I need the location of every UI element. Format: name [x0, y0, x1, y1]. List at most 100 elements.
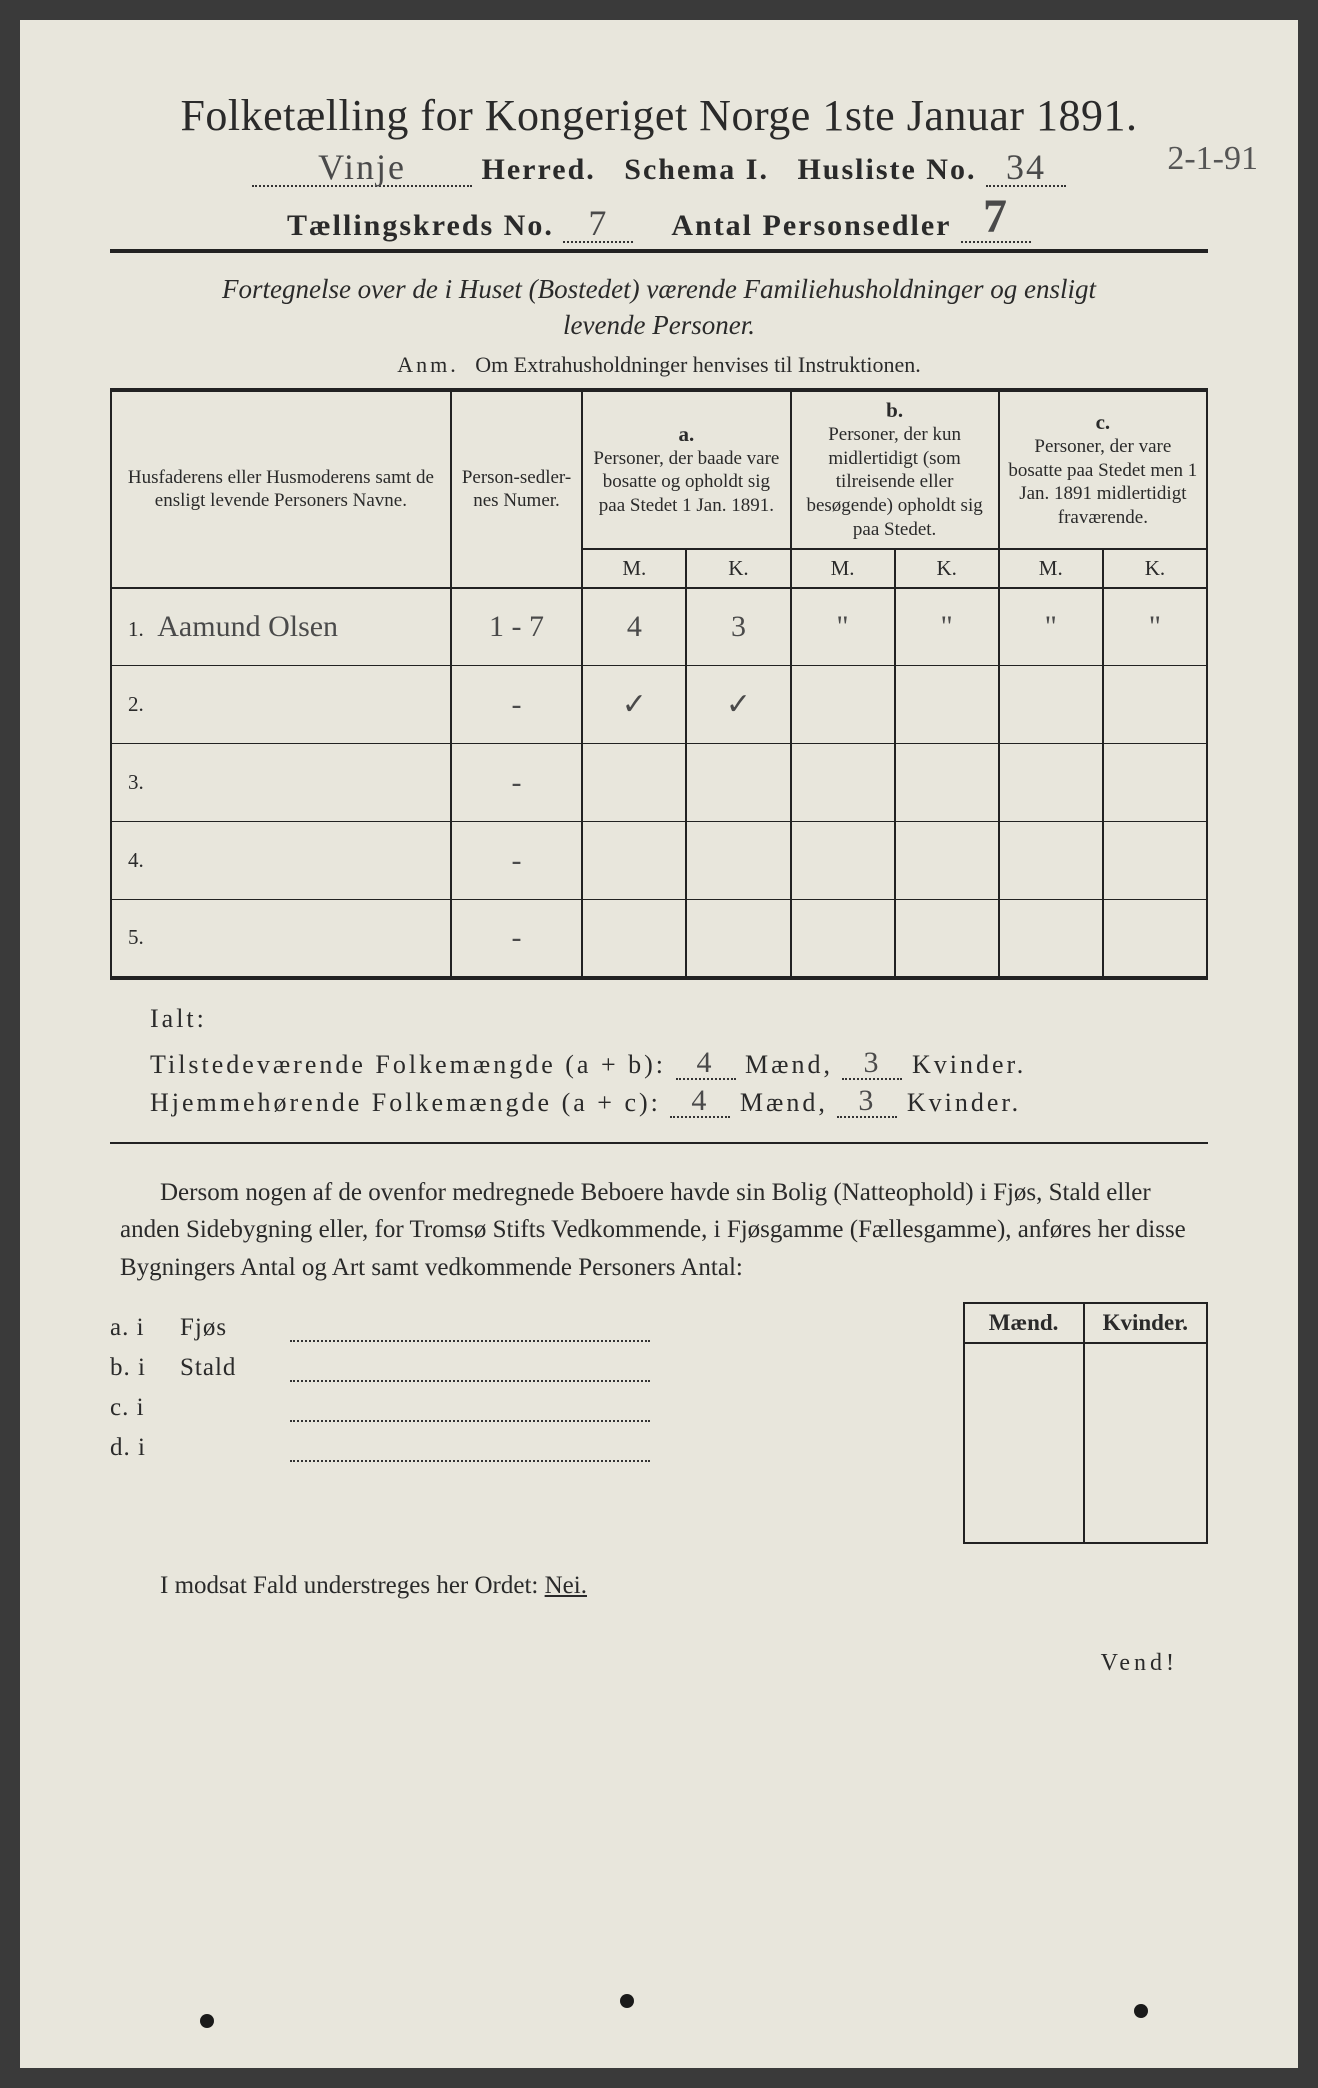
subtitle-line2: levende Personer. — [563, 310, 755, 340]
row-bM: " — [791, 588, 895, 666]
body-paragraph: Dersom nogen af de ovenfor medregnede Be… — [120, 1174, 1198, 1287]
mk-kvinder-header: Kvinder. — [1084, 1303, 1207, 1343]
col-c-text: Personer, der vare bosatte paa Stedet me… — [1008, 435, 1198, 530]
row-numer: - — [451, 744, 583, 822]
row-cK — [1103, 666, 1207, 744]
ialt-line-2: Hjemmehørende Folkemængde (a + c): 4 Mæn… — [150, 1086, 1208, 1118]
margin-date-handwritten: 2-1-91 — [1167, 140, 1258, 178]
kvinder-label: Kvinder. — [912, 1050, 1026, 1079]
row-aM — [582, 744, 686, 822]
row-bM — [791, 744, 895, 822]
herred-label: Herred. — [482, 153, 596, 186]
anm-text: Om Extrahusholdninger henvises til Instr… — [475, 352, 920, 377]
schema-label: Schema I. — [624, 153, 769, 186]
col-a-label: a. — [591, 422, 781, 447]
col-c-label: c. — [1008, 410, 1198, 435]
divider-2 — [110, 1142, 1208, 1144]
row-bK — [895, 666, 999, 744]
row-numer: - — [451, 900, 583, 978]
col-a-text: Personer, der baade vare bosatte og opho… — [591, 447, 781, 518]
row-numer: - — [451, 666, 583, 744]
ialt-line2-m: 4 — [691, 1086, 709, 1116]
maend-label-2: Mænd, — [740, 1088, 828, 1117]
col-b-M: M. — [791, 549, 895, 588]
row-bK: " — [895, 588, 999, 666]
row-cM — [999, 744, 1103, 822]
row-cM: " — [999, 588, 1103, 666]
row-cK — [1103, 822, 1207, 900]
row-cM — [999, 822, 1103, 900]
header-line-2: Vinje Herred. Schema I. Husliste No. 34 — [110, 149, 1208, 187]
herred-value: Vinje — [318, 149, 406, 185]
sidelist-row: c. i — [110, 1394, 943, 1422]
sidelist-row: a. iFjøs — [110, 1314, 943, 1342]
col-b-K: K. — [895, 549, 999, 588]
nei-line: I modsat Fald understreges her Ordet: Ne… — [160, 1572, 1208, 1600]
row-cM — [999, 900, 1103, 978]
col-b-label: b. — [800, 398, 990, 423]
col-a-K: K. — [686, 549, 790, 588]
row-aK — [686, 744, 790, 822]
ink-dot — [620, 1994, 634, 2008]
col-c-K: K. — [1103, 549, 1207, 588]
ialt-title: Ialt: — [150, 1004, 1208, 1034]
col-a-M: M. — [582, 549, 686, 588]
mk-table: Mænd. Kvinder. — [963, 1302, 1208, 1544]
row-aM: ✓ — [582, 666, 686, 744]
col-name-header: Husfaderens eller Husmoderens samt de en… — [120, 466, 442, 514]
sidelist-row: d. i — [110, 1434, 943, 1462]
husliste-value: 34 — [1006, 149, 1046, 185]
anm-note: Anm. Om Extrahusholdninger henvises til … — [110, 352, 1208, 378]
anm-label: Anm. — [397, 352, 459, 377]
row-bK — [895, 822, 999, 900]
nei-text: I modsat Fald understreges her Ordet: — [160, 1572, 538, 1599]
row-bM — [791, 666, 895, 744]
row-bK — [895, 900, 999, 978]
row-cM — [999, 666, 1103, 744]
mk-maend-header: Mænd. — [964, 1303, 1084, 1343]
row-name: 2. — [111, 666, 451, 744]
row-cK — [1103, 744, 1207, 822]
ialt-line2-k: 3 — [858, 1086, 876, 1116]
krets-label: Tællingskreds No. — [287, 209, 554, 242]
antal-label: Antal Personsedler — [671, 209, 951, 242]
row-bK — [895, 744, 999, 822]
ialt-line1-pre: Tilstedeværende Folkemængde (a + b): — [150, 1050, 666, 1079]
husliste-label: Husliste No. — [797, 153, 976, 186]
row-bM — [791, 900, 895, 978]
sidelist-row: b. iStald — [110, 1354, 943, 1382]
krets-value: 7 — [588, 205, 608, 241]
ink-dot — [200, 2014, 214, 2028]
side-list: a. iFjøs b. iStald c. i d. i — [110, 1302, 943, 1474]
row-cK: " — [1103, 588, 1207, 666]
row-aM: 4 — [582, 588, 686, 666]
table-row: 1. Aamund Olsen1 - 743"""" — [111, 588, 1207, 666]
kvinder-label-2: Kvinder. — [907, 1088, 1021, 1117]
row-name: 1. Aamund Olsen — [111, 588, 451, 666]
row-aK: 3 — [686, 588, 790, 666]
row-aK: ✓ — [686, 666, 790, 744]
mk-kvinder-cell — [1084, 1343, 1207, 1543]
row-numer: 1 - 7 — [451, 588, 583, 666]
row-aM — [582, 900, 686, 978]
col-c-M: M. — [999, 549, 1103, 588]
nei-word: Nei. — [545, 1572, 587, 1599]
col-b-text: Personer, der kun midlertidigt (som tilr… — [800, 423, 990, 542]
census-form-page: 2-1-91 Folketælling for Kongeriget Norge… — [20, 20, 1298, 2068]
table-row: 4. - — [111, 822, 1207, 900]
main-table: Husfaderens eller Husmoderens samt de en… — [110, 388, 1208, 980]
row-bM — [791, 822, 895, 900]
side-section: a. iFjøs b. iStald c. i d. i Mænd. Kvinder. — [110, 1302, 1208, 1544]
subtitle-line1: Fortegnelse over de i Huset (Bostedet) v… — [222, 274, 1096, 304]
table-row: 5. - — [111, 900, 1207, 978]
antal-value: 7 — [983, 193, 1009, 241]
form-title: Folketælling for Kongeriget Norge 1ste J… — [110, 90, 1208, 141]
table-row: 3. - — [111, 744, 1207, 822]
maend-label: Mænd, — [745, 1050, 833, 1079]
ink-dot — [1134, 2004, 1148, 2018]
ialt-line2-pre: Hjemmehørende Folkemængde (a + c): — [150, 1088, 661, 1117]
row-name: 3. — [111, 744, 451, 822]
row-aK — [686, 822, 790, 900]
form-subtitle: Fortegnelse over de i Huset (Bostedet) v… — [110, 271, 1208, 344]
row-cK — [1103, 900, 1207, 978]
